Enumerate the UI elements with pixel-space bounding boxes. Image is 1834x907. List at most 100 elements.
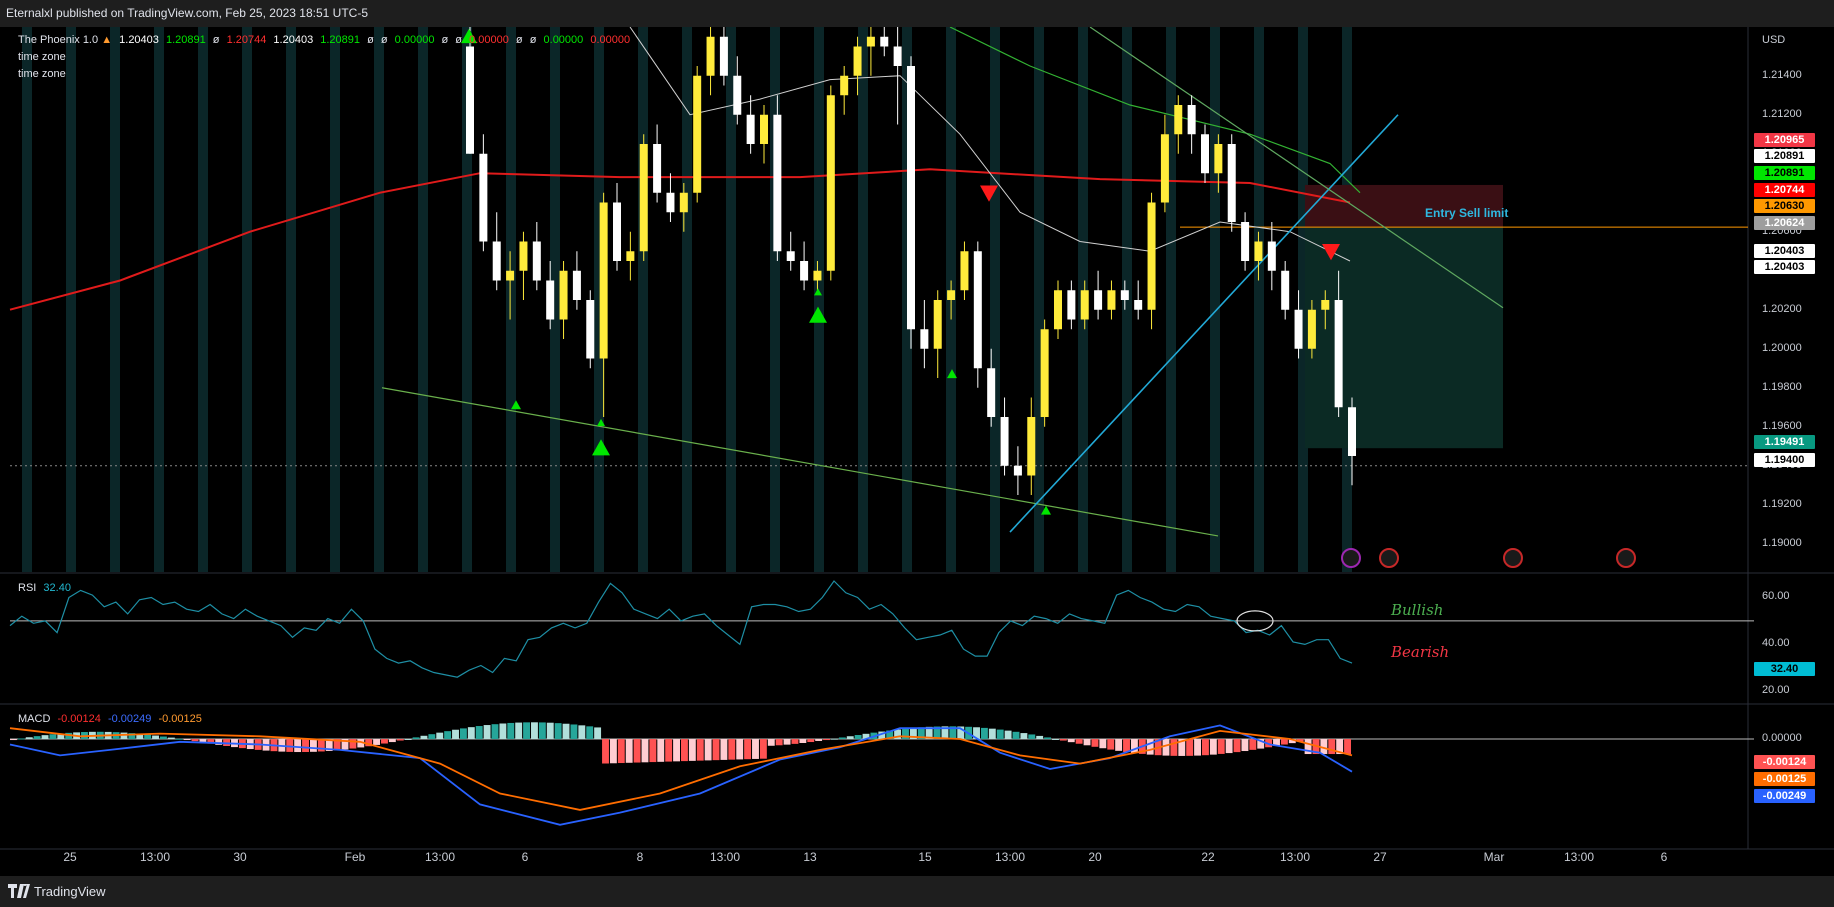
macd-histogram-bar (1241, 739, 1249, 752)
candle-body (1214, 144, 1223, 174)
macd-histogram-bar (420, 735, 428, 740)
rsi-legend[interactable]: RSI 32.40 (18, 582, 71, 594)
macd-histogram-bar (586, 726, 594, 740)
buy-signal-icon (814, 288, 822, 296)
macd-histogram-bar (483, 725, 491, 740)
time-tick: 13:00 (139, 850, 171, 864)
macd-histogram-bar (428, 734, 436, 740)
candle-body (826, 95, 835, 271)
time-tick: 13:00 (1279, 850, 1311, 864)
macd-signal-value: -0.00125 (158, 713, 202, 725)
candle-body (1294, 309, 1303, 349)
macd-histogram-bar (767, 739, 775, 746)
rsi-tick: 40.00 (1762, 637, 1790, 650)
ma-red-line (9, 168, 1351, 311)
macd-histogram-bar (128, 733, 136, 740)
macd-histogram-bar (925, 726, 933, 740)
macd-histogram-bar (917, 727, 925, 740)
macd-histogram-bar (515, 722, 523, 740)
candle-body (1094, 290, 1103, 310)
session-band (1166, 27, 1176, 572)
macd-histogram-bar (309, 739, 317, 752)
macd-histogram-bar (17, 738, 25, 740)
macd-legend[interactable]: MACD -0.00124 -0.00249 -0.00125 (18, 713, 202, 725)
candle-body (733, 75, 742, 115)
session-band (242, 27, 252, 572)
price-tag: 1.20891 (1754, 149, 1815, 163)
candle-body (760, 114, 768, 144)
session-band (154, 27, 164, 572)
time-tick: 13:00 (994, 850, 1026, 864)
macd-histogram-bar (1186, 739, 1194, 756)
macd-histogram-bar (625, 739, 633, 763)
legend-phi-2: ø (367, 34, 374, 46)
macd-histogram-bar (1170, 739, 1178, 756)
session-band (22, 27, 32, 572)
rsi-line (9, 580, 1353, 678)
candle-body (1147, 202, 1156, 310)
legend-phi-3: ø (380, 34, 388, 46)
support-trendline (381, 387, 1219, 537)
macd-histogram-bar (775, 739, 783, 746)
macd-tag: -0.00125 (1754, 772, 1815, 786)
macd-histogram-bar (1130, 739, 1138, 754)
price-tag: 1.20630 (1754, 199, 1815, 213)
candle-body (653, 144, 662, 193)
indicator-legend[interactable]: The Phoenix 1.0 ▲ 1.20403 1.20891 ø 1.20… (18, 34, 630, 46)
macd-histogram-bar (475, 726, 483, 740)
macd-histogram-bar (33, 736, 41, 740)
rsi-value: 32.40 (43, 582, 71, 594)
chart-canvas[interactable] (0, 27, 1834, 876)
macd-histogram-bar (609, 739, 617, 764)
candle-body (1321, 300, 1330, 310)
candle-body (546, 280, 555, 320)
macd-histogram-bar (144, 734, 152, 740)
macd-histogram-bar (317, 739, 325, 752)
candle-body (840, 75, 849, 96)
time-tick: 27 (1373, 850, 1387, 864)
bearish-label: Bearish (1391, 643, 1450, 661)
macd-histogram-bar (152, 735, 159, 740)
legend-zero-red: 0.00000 (469, 34, 509, 46)
session-band (726, 27, 736, 572)
tradingview-brand: TradingView (34, 884, 106, 899)
macd-signal-line (9, 727, 1353, 811)
macd-histogram-bar (1123, 739, 1130, 752)
candle-body (800, 261, 809, 281)
macd-histogram-bar (1217, 739, 1225, 754)
macd-histogram-bar (207, 739, 215, 744)
buy-signal-icon (809, 306, 827, 323)
macd-histogram-bar (1233, 739, 1241, 753)
time-tick: 13:00 (1563, 850, 1595, 864)
macd-histogram-bar (412, 737, 420, 740)
candle-body (1107, 290, 1116, 310)
macd-histogram-bar (325, 739, 333, 751)
macd-histogram-bar (823, 739, 830, 741)
candle-body (1187, 105, 1196, 135)
candle-body (786, 251, 795, 261)
sell-signal-icon (1322, 244, 1340, 261)
macd-histogram-bar (894, 729, 902, 740)
macd-histogram-bar (1328, 739, 1336, 755)
macd-histogram-bar (736, 739, 744, 760)
macd-histogram-bar (1115, 739, 1123, 751)
time-tick: 15 (918, 850, 932, 864)
macd-tag: -0.00124 (1754, 755, 1815, 769)
macd-histogram-bar (1107, 739, 1115, 750)
macd-histogram-bar (688, 739, 696, 761)
buy-signal-icon (511, 400, 521, 410)
macd-histogram-bar (957, 726, 965, 740)
rsi-tag: 32.40 (1754, 662, 1815, 676)
macd-histogram-bar (665, 739, 673, 762)
sub-panes (9, 580, 1754, 826)
macd-histogram-bar (452, 729, 459, 740)
entry-sell-label: Entry Sell limit (1425, 206, 1509, 220)
session-band (858, 27, 868, 572)
price-tick: 1.20200 (1762, 302, 1802, 315)
rsi-tick: 60.00 (1762, 590, 1790, 603)
macd-histogram-bar (578, 725, 586, 740)
macd-histogram-bar (341, 739, 349, 750)
session-band (1254, 27, 1264, 572)
candle-body (773, 114, 782, 252)
macd-histogram-bar (1249, 739, 1257, 750)
